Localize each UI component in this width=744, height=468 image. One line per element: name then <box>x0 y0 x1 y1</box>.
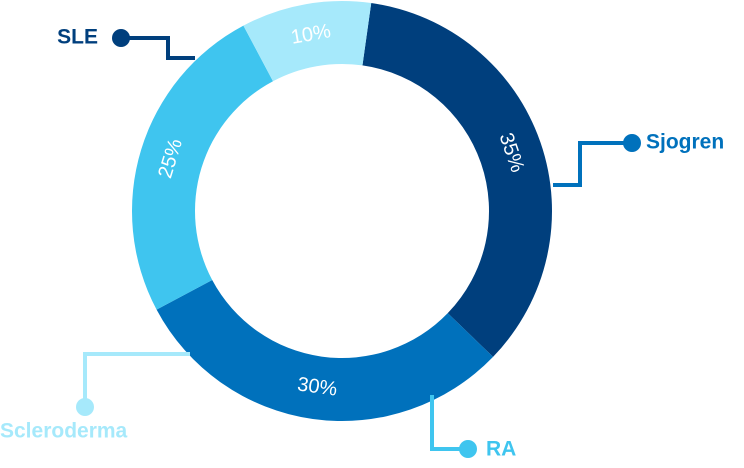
legend-label: SLE <box>57 26 98 49</box>
leader-line <box>430 395 468 451</box>
donut-segment <box>156 280 494 421</box>
leader-dot <box>76 398 94 416</box>
leader-line <box>121 36 195 60</box>
leader-dot <box>112 29 130 47</box>
legend-label: Sjogren <box>646 131 724 154</box>
donut-segment <box>362 3 553 357</box>
leader-dot <box>623 134 641 152</box>
leader-line <box>553 141 632 187</box>
donut-segment <box>243 1 372 82</box>
leader-dot <box>459 440 477 458</box>
legend-label: Scleroderma <box>0 420 128 443</box>
legend-label: RA <box>486 438 516 461</box>
donut-segment <box>132 25 273 310</box>
leader-line <box>83 352 190 407</box>
